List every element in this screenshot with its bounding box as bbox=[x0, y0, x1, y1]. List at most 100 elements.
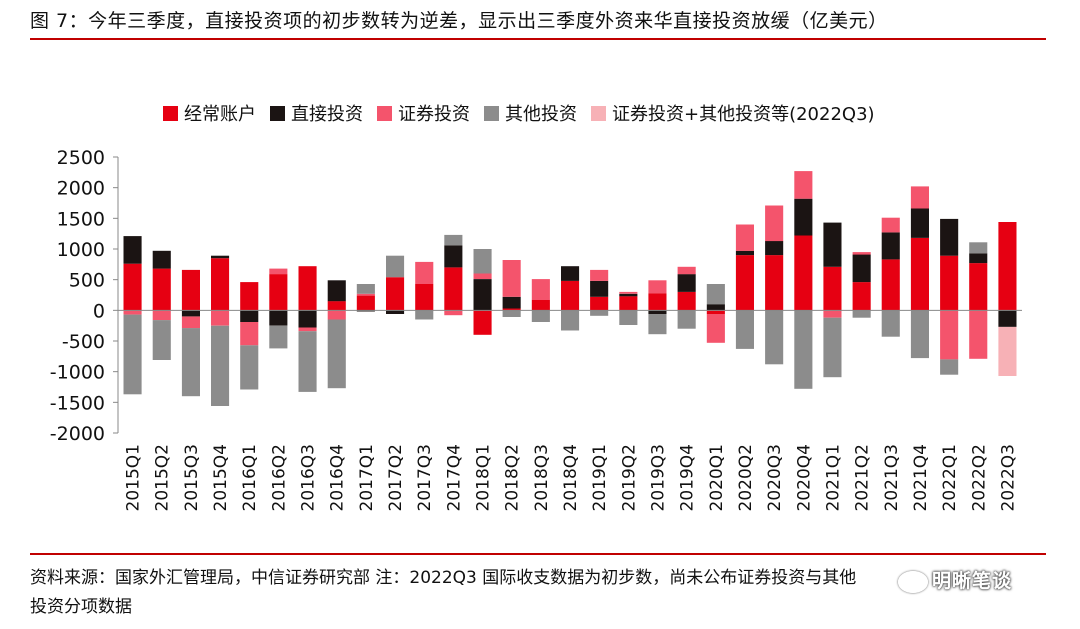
bar-2016Q2-series-1 bbox=[269, 310, 288, 326]
bar-2021Q1-series-1 bbox=[823, 222, 842, 267]
bar-2021Q4-series-0 bbox=[910, 238, 929, 311]
y-tick-label: 1000 bbox=[57, 239, 105, 261]
bar-2022Q2-series-0 bbox=[969, 263, 988, 311]
bar-2021Q2-series-3 bbox=[852, 310, 871, 318]
y-tick-label: 500 bbox=[69, 270, 105, 292]
bar-2018Q2-series-2 bbox=[502, 260, 521, 297]
bar-2020Q2-series-0 bbox=[735, 255, 754, 311]
chart-legend: 经常账户 直接投资 证券投资 其他投资 证券投资+其他投资等(2022Q3) bbox=[163, 104, 875, 125]
x-tick-label: 2016Q2 bbox=[269, 444, 289, 511]
bar-2021Q4-series-1 bbox=[910, 208, 929, 238]
bar-2021Q1-series-0 bbox=[823, 266, 842, 311]
legend-swatch-2 bbox=[377, 106, 392, 121]
bar-2016Q1-series-3 bbox=[240, 345, 259, 390]
x-tick-label: 2020Q4 bbox=[794, 444, 814, 511]
bar-2021Q2-series-1 bbox=[852, 254, 871, 283]
bar-2020Q4-series-0 bbox=[794, 235, 813, 311]
bar-2016Q2-series-0 bbox=[269, 274, 288, 311]
bar-2022Q2-series-1 bbox=[969, 253, 988, 264]
x-tick-label: 2018Q2 bbox=[503, 444, 523, 511]
bar-2020Q1-series-0 bbox=[706, 310, 725, 314]
bar-2020Q3-series-3 bbox=[765, 310, 784, 365]
bar-2018Q2-series-3 bbox=[502, 310, 521, 317]
bar-2022Q1-series-2 bbox=[940, 310, 959, 360]
bar-2022Q3-series-1 bbox=[998, 310, 1017, 327]
bar-2020Q4-series-2 bbox=[794, 171, 813, 199]
bar-2020Q2-series-2 bbox=[735, 224, 754, 251]
x-tick-label: 2020Q2 bbox=[736, 444, 756, 511]
bar-2021Q3-series-1 bbox=[881, 232, 900, 260]
bar-2021Q3-series-0 bbox=[881, 259, 900, 311]
source-note-line2: 投资分项数据 bbox=[30, 597, 132, 617]
bar-2016Q3-series-2 bbox=[298, 327, 317, 332]
x-tick-label: 2016Q3 bbox=[299, 444, 319, 511]
bar-2017Q2-series-1 bbox=[386, 310, 405, 314]
bar-2018Q4-series-3 bbox=[561, 310, 580, 331]
bar-2017Q2-series-0 bbox=[386, 277, 405, 311]
bar-2020Q1-series-2 bbox=[706, 314, 725, 343]
bar-2018Q3-series-2 bbox=[531, 279, 550, 300]
x-tick-label: 2019Q1 bbox=[590, 444, 610, 511]
bar-2015Q4-series-0 bbox=[211, 258, 230, 311]
x-tick-label: 2019Q3 bbox=[649, 444, 669, 511]
bar-2019Q4-series-0 bbox=[677, 291, 696, 311]
bar-2020Q2-series-1 bbox=[735, 250, 754, 256]
bar-2016Q2-series-2 bbox=[269, 268, 288, 275]
bar-2019Q4-series-3 bbox=[677, 310, 696, 329]
bar-2015Q1-series-2 bbox=[123, 310, 142, 315]
bar-2021Q2-series-0 bbox=[852, 282, 871, 311]
x-tick-label: 2018Q3 bbox=[532, 444, 552, 511]
bar-2018Q4-series-0 bbox=[561, 280, 580, 311]
bar-2017Q3-series-3 bbox=[415, 310, 434, 320]
bar-2022Q1-series-1 bbox=[940, 218, 959, 256]
title-rule bbox=[30, 38, 1046, 40]
stacked-bar-chart: 经常账户 直接投资 证券投资 其他投资 证券投资+其他投资等(2022Q3) 25002… bbox=[50, 104, 1022, 511]
bar-2015Q3-series-3 bbox=[181, 328, 200, 397]
bar-2015Q1-series-0 bbox=[123, 263, 142, 311]
bar-2020Q2-series-3 bbox=[735, 310, 754, 349]
bar-2015Q2-series-2 bbox=[152, 310, 171, 321]
x-tick-label: 2015Q3 bbox=[182, 444, 202, 511]
bar-2021Q4-series-3 bbox=[910, 310, 929, 359]
bar-2016Q4-series-3 bbox=[327, 319, 346, 389]
bar-2016Q4-series-1 bbox=[327, 280, 346, 302]
bar-2020Q4-series-1 bbox=[794, 198, 813, 236]
chart-bars bbox=[123, 171, 1017, 406]
watermark: 明晰笔谈 bbox=[898, 566, 1012, 593]
bar-2015Q4-series-2 bbox=[211, 310, 230, 326]
x-tick-label: 2020Q1 bbox=[707, 444, 727, 511]
legend-swatch-0 bbox=[163, 106, 178, 121]
x-tick-label: 2015Q2 bbox=[153, 444, 173, 511]
bar-2015Q2-series-3 bbox=[152, 320, 171, 360]
bar-2016Q4-series-0 bbox=[327, 301, 346, 311]
bar-2020Q1-series-3 bbox=[706, 284, 725, 305]
legend-swatch-1 bbox=[270, 106, 285, 121]
x-tick-label: 2022Q2 bbox=[969, 444, 989, 511]
bar-2022Q2-series-2 bbox=[969, 310, 988, 359]
y-tick-label: -1500 bbox=[50, 392, 105, 414]
bar-2017Q4-series-0 bbox=[444, 267, 463, 311]
bar-2019Q1-series-1 bbox=[590, 280, 609, 297]
bar-2017Q3-series-0 bbox=[415, 284, 434, 311]
bar-2017Q1-series-2 bbox=[356, 293, 375, 296]
bar-2017Q4-series-3 bbox=[444, 234, 463, 246]
bar-2018Q3-series-3 bbox=[531, 310, 550, 322]
x-tick-label: 2016Q1 bbox=[240, 444, 260, 511]
bar-2016Q3-series-3 bbox=[298, 331, 317, 392]
y-tick-label: -2000 bbox=[50, 423, 105, 445]
figure-title: 图 7：今年三季度，直接投资项的初步数转为逆差，显示出三季度外资来华直接投资放缓… bbox=[30, 10, 888, 32]
x-tick-label: 2016Q4 bbox=[328, 444, 348, 511]
bar-2017Q4-series-2 bbox=[444, 310, 463, 316]
bar-2015Q4-series-3 bbox=[211, 325, 230, 406]
bar-2021Q1-series-2 bbox=[823, 310, 842, 318]
bar-2019Q2-series-1 bbox=[619, 293, 638, 297]
bar-2015Q1-series-1 bbox=[123, 236, 142, 264]
bar-2016Q3-series-0 bbox=[298, 266, 317, 311]
x-tick-label: 2020Q3 bbox=[765, 444, 785, 511]
legend-label-0: 经常账户 bbox=[184, 104, 256, 125]
bar-2019Q3-series-1 bbox=[648, 310, 667, 314]
bar-2018Q1-series-1 bbox=[473, 279, 492, 311]
bar-2019Q4-series-1 bbox=[677, 274, 696, 292]
x-tick-label: 2017Q3 bbox=[415, 444, 435, 511]
x-tick-label: 2015Q4 bbox=[211, 444, 231, 511]
